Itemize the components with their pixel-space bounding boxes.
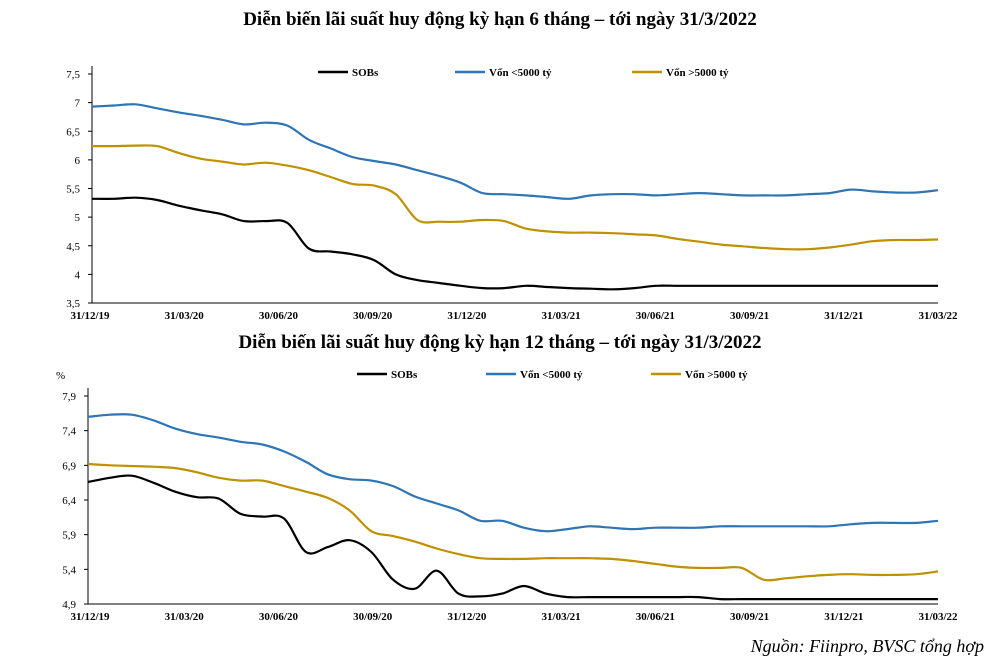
source-note: Nguồn: Fiinpro, BVSC tổng hợp <box>750 636 984 656</box>
x-tick-label: 30/09/20 <box>353 611 393 623</box>
series-line-1 <box>87 413 939 533</box>
y-tick-label: 6,9 <box>62 460 76 472</box>
legend-label: Vốn >5000 tỷ <box>685 369 748 381</box>
x-tick-label: 30/09/21 <box>730 310 769 322</box>
x-tick-label: 31/03/20 <box>165 310 205 322</box>
x-tick-label: 30/06/20 <box>259 310 299 322</box>
y-tick-label: 7,5 <box>66 69 80 81</box>
y-tick-label: 5 <box>75 212 81 224</box>
chart-2-title: Diễn biến lãi suất huy động kỳ hạn 12 th… <box>238 332 762 353</box>
y-tick-label: 7,4 <box>62 426 76 438</box>
series-line-0 <box>91 196 938 291</box>
series-line-1 <box>91 103 939 200</box>
series-line-2 <box>91 144 939 251</box>
y-tick-label: 6 <box>75 155 81 167</box>
y-tick-label: 5,4 <box>62 564 76 576</box>
legend-label: SOBs <box>391 369 418 381</box>
x-tick-label: 30/06/21 <box>636 611 675 623</box>
y-tick-label: 4,9 <box>62 599 76 611</box>
x-tick-label: 30/09/20 <box>353 310 393 322</box>
x-tick-label: 31/12/20 <box>447 310 487 322</box>
chart-2-12-month-rates: 4,9 5,4 5,9 6,4 6,9 7,4 7,9% 31/12/19 31/03/20 30… <box>56 369 958 623</box>
x-tick-label: 31/12/21 <box>824 310 863 322</box>
x-tick-label: 30/06/21 <box>636 310 675 322</box>
x-tick-label: 31/03/21 <box>542 310 581 322</box>
y-tick-label: 5,5 <box>66 184 80 196</box>
x-tick-label: 31/12/21 <box>824 611 863 623</box>
y-tick-label: 5,9 <box>62 530 76 542</box>
x-tick-label: 31/03/21 <box>542 611 581 623</box>
x-tick-label: 30/06/20 <box>259 611 299 623</box>
x-tick-label: 31/03/22 <box>918 310 958 322</box>
x-tick-label: 31/03/20 <box>165 611 205 623</box>
x-tick-label: 31/12/19 <box>70 310 110 322</box>
y-tick-label: 7,9 <box>62 391 76 403</box>
chart-1-6-month-rates: 3,5 4 4,5 5 5,5 6 6,5 7 7,5 31/12/19 31/03/20 30/06… <box>66 66 958 322</box>
x-tick-label: 30/09/21 <box>730 611 769 623</box>
series-line-2 <box>87 462 939 582</box>
series-line-0 <box>87 474 938 601</box>
chart-1-title: Diễn biến lãi suất huy động kỳ hạn 6 thá… <box>243 9 757 30</box>
x-tick-label: 31/03/22 <box>918 611 958 623</box>
y-tick-label: 4 <box>75 269 81 281</box>
legend-label: Vốn <5000 tỷ <box>489 67 552 79</box>
x-tick-label: 31/12/20 <box>447 611 487 623</box>
y-tick-label: 6,5 <box>66 126 80 138</box>
y-axis-unit: % <box>56 370 65 382</box>
y-tick-label: 6,4 <box>62 495 76 507</box>
y-tick-label: 7 <box>75 98 81 110</box>
y-tick-label: 3,5 <box>66 298 80 310</box>
legend-label: Vốn <5000 tỷ <box>520 369 583 381</box>
legend-label: Vốn >5000 tỷ <box>666 67 729 79</box>
y-tick-label: 4,5 <box>66 241 80 253</box>
x-tick-label: 31/12/19 <box>70 611 110 623</box>
legend-label: SOBs <box>352 67 379 79</box>
